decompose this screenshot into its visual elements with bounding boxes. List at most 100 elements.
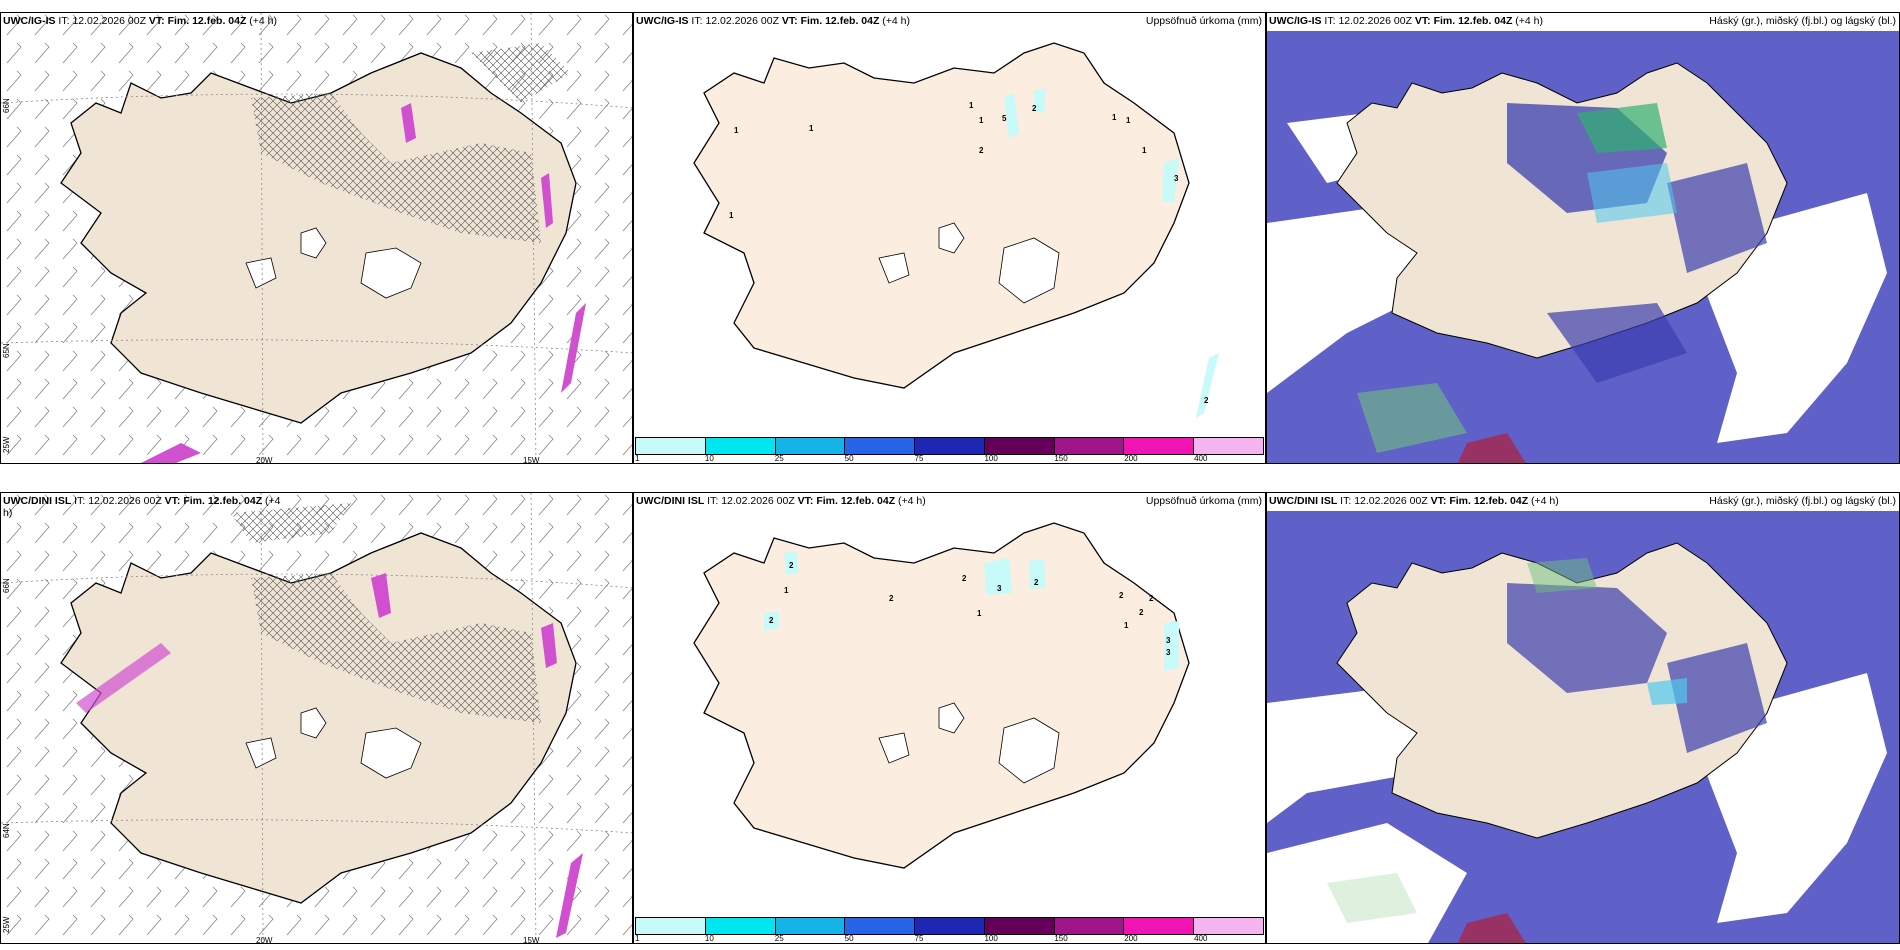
colorbar-swatch [1054, 918, 1125, 934]
precip-label: 3 [1174, 174, 1179, 183]
precip-area-5 [764, 611, 779, 631]
panel-header: UWC/IG-IS IT: 12.02.2026 00Z VT: Fim. 12… [636, 15, 910, 27]
mixed-precip-4 [556, 853, 583, 938]
mixed-precip-3 [561, 303, 586, 393]
precip-area-1 [784, 551, 799, 575]
glacier-1 [360, 247, 422, 299]
precip-map-bottom: 2 1 2 2 3 2 1 2 2 2 1 3 3 2 [693, 522, 1190, 869]
colorbar-tick-label: 25 [774, 454, 784, 463]
wind-map-bottom: 66N 64N 25W 20W 15W [1, 493, 632, 944]
glacier-2 [300, 707, 327, 739]
lead-time: (+4 h) [249, 15, 278, 27]
iceland-land [693, 522, 1190, 869]
vt-value: Fim. 12.feb. 04Z [183, 495, 263, 507]
lead-time: (+4 h) [1531, 495, 1559, 507]
precip-label: 1 [1142, 146, 1147, 155]
precip-label: 2 [1139, 608, 1144, 617]
precip-label: 3 [997, 584, 1002, 593]
it-label: IT: [691, 15, 703, 27]
glacier-1 [998, 237, 1060, 304]
colorbar-swatch [845, 438, 916, 454]
colorbar-tick-label: 150 [1054, 454, 1068, 463]
mixed-precip-4 [141, 443, 201, 463]
colorbar-tick-label: 25 [774, 934, 784, 943]
it-label: IT: [58, 15, 70, 27]
map-title: Háský (gr.), miðský (fj.bl.) og lágský (… [1709, 495, 1896, 507]
precip-area-2 [1034, 88, 1046, 113]
vt-label: VT: [1430, 495, 1447, 507]
colorbar-swatch [1054, 438, 1125, 454]
glacier-2 [938, 702, 965, 734]
colorbar-tick-label: 150 [1054, 934, 1068, 943]
precip-label: 2 [789, 561, 794, 570]
low-cloud-1 [1587, 163, 1677, 223]
colorbar-tick-label: 100 [984, 934, 998, 943]
lead-time: (+4 [265, 495, 281, 507]
lat-label-66n: 66N [2, 578, 11, 593]
glacier-3 [878, 732, 910, 764]
precip-label: 2 [962, 574, 967, 583]
cloud-map-top [1267, 31, 1899, 463]
it-label: IT: [74, 495, 86, 507]
red-area-1 [1457, 433, 1526, 463]
model-name: UWC/DINI ISL [3, 495, 72, 507]
lon-label-20w: 20W [256, 936, 273, 944]
mixed-precip-2 [541, 173, 553, 228]
colorbar-tick-label: 200 [1124, 934, 1138, 943]
lat-label-64n: 64N [2, 823, 11, 838]
vt-label: VT: [797, 495, 814, 507]
it-label: IT: [1340, 495, 1352, 507]
glacier-3 [245, 257, 277, 289]
glacier-1 [998, 717, 1060, 784]
it-value: 12.02.2026 00Z [1354, 495, 1428, 507]
precip-area-1 [1004, 93, 1019, 138]
colorbar-tick-label: 200 [1124, 454, 1138, 463]
colorbar-swatch [1124, 438, 1195, 454]
colorbar-swatch [775, 918, 846, 934]
lon-label-20w: 20W [256, 456, 273, 464]
colorbar-swatch [984, 918, 1055, 934]
mixed-precip-3 [76, 643, 171, 713]
precip-label: 2 [979, 146, 984, 155]
iceland-land [693, 42, 1190, 389]
lon-label-25w: 25W [2, 436, 11, 453]
mid-cloud-1 [1507, 583, 1667, 693]
precip-area-4 [1164, 621, 1179, 671]
it-value: 12.02.2026 00Z [88, 495, 162, 507]
colorbar-swatch [775, 438, 846, 454]
lead-time: (+4 h) [1515, 15, 1544, 27]
precip-label: 1 [784, 586, 789, 595]
it-label: IT: [707, 495, 719, 507]
vt-value: Fim. 12.feb. 04Z [800, 15, 880, 27]
panel-header: UWC/DINI ISL IT: 12.02.2026 00Z VT: Fim.… [3, 495, 293, 519]
iceland-land [1336, 62, 1788, 359]
vt-label: VT: [148, 15, 165, 27]
colorbar-labels: 1 10 25 50 75 100 150 200 400 [635, 934, 1264, 943]
glacier-3 [245, 737, 277, 769]
precip-label: 5 [1002, 114, 1007, 123]
precip-label: 1 [1112, 113, 1117, 122]
precip-label: 3 [1166, 648, 1171, 657]
hatch-area-2 [231, 503, 351, 543]
mid-cloud-2 [1667, 163, 1767, 273]
colorbar-swatch [845, 918, 916, 934]
colorbar-tick-label: 10 [704, 454, 714, 463]
colorbar-swatch [705, 918, 776, 934]
cloud-map-bottom [1267, 511, 1899, 943]
precip-label: 2 [1119, 591, 1124, 600]
red-area-1 [1457, 913, 1526, 943]
lon-label-15w: 15W [523, 456, 540, 464]
colorbar-swatch [915, 918, 985, 934]
hatch-area-1 [251, 93, 541, 243]
it-value: 12.02.2026 00Z [1338, 15, 1412, 27]
precip-label: 2 [1034, 578, 1039, 587]
precip-label: 3 [1166, 636, 1171, 645]
high-cloud-1 [1577, 103, 1667, 153]
precip-area-4 [1196, 353, 1219, 418]
colorbar-tick-label: 10 [704, 934, 714, 943]
colorbar-boxes [635, 917, 1264, 935]
iceland-land [1336, 542, 1788, 839]
glacier-1 [360, 727, 422, 779]
lat-label-65n: 65N [2, 343, 11, 358]
mixed-precip-1 [401, 103, 416, 143]
